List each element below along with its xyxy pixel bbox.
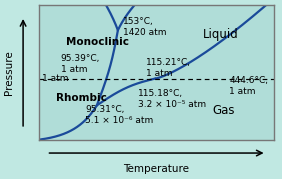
Text: Monoclinic: Monoclinic (66, 37, 129, 47)
Text: Liquid: Liquid (203, 28, 239, 41)
Text: 153°C,
1420 atm: 153°C, 1420 atm (123, 17, 166, 37)
Text: Gas: Gas (213, 104, 235, 117)
Text: 444.6°C,
1 atm: 444.6°C, 1 atm (229, 76, 268, 96)
Text: Pressure: Pressure (4, 50, 14, 95)
Text: 95.31°C,
5.1 × 10⁻⁶ atm: 95.31°C, 5.1 × 10⁻⁶ atm (85, 105, 153, 125)
Text: 95.39°C,
1 atm: 95.39°C, 1 atm (61, 54, 100, 74)
Text: 1 atm: 1 atm (42, 74, 68, 83)
Text: Rhombic: Rhombic (56, 93, 107, 103)
Text: Temperature: Temperature (124, 164, 190, 174)
Text: 115.18°C,
3.2 × 10⁻⁵ atm: 115.18°C, 3.2 × 10⁻⁵ atm (138, 89, 206, 109)
Text: 115.21°C,
1 atm: 115.21°C, 1 atm (146, 58, 191, 78)
